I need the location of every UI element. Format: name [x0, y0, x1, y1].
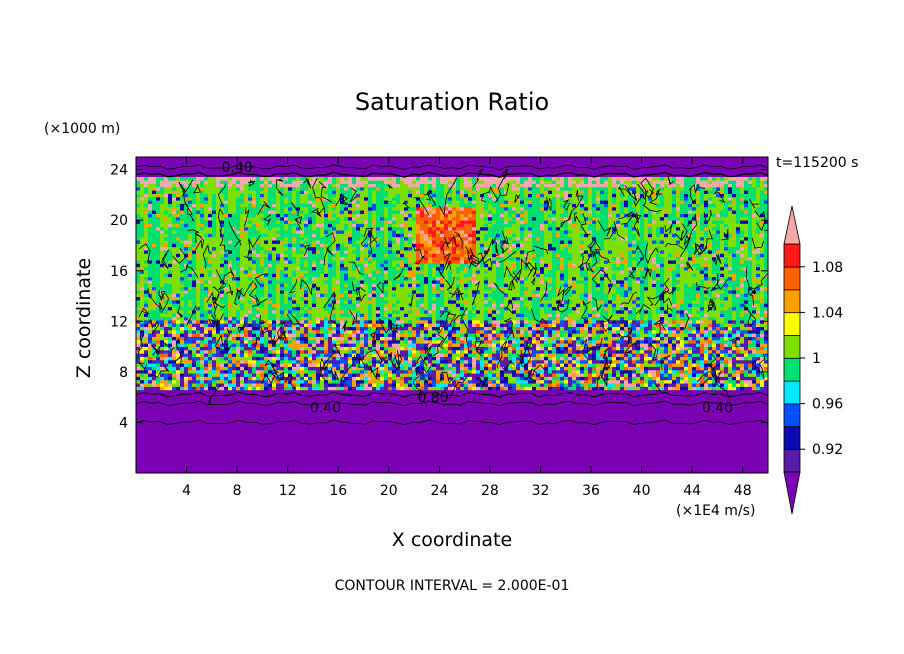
contour-label-1: 0.80: [417, 390, 448, 406]
x-axis-label: X coordinate: [391, 529, 513, 551]
contour-line: [136, 419, 768, 426]
x-tick-label: 16: [329, 483, 347, 499]
contour-field: [136, 157, 768, 473]
colorbar-tick-label: 0.92: [812, 442, 843, 458]
y-tick-label: 8: [119, 365, 128, 381]
colorbar-tick-label: 0.96: [812, 397, 843, 413]
colorbar-tick-label: 1.08: [812, 260, 843, 276]
contour-label-2: 0.40: [310, 400, 341, 416]
contour-label-3: 0.40: [702, 400, 733, 416]
x-tick-label: 40: [633, 483, 651, 499]
x-tick-label: 48: [734, 483, 752, 499]
colorbar-tick-label: 1.04: [812, 305, 843, 321]
y-tick-label: 4: [119, 415, 128, 431]
colorbar-swatch: [783, 380, 801, 405]
colorbar-under-triangle: [783, 471, 801, 515]
x-tick-label: 12: [279, 483, 297, 499]
x-tick-label: 20: [380, 483, 398, 499]
colorbar-swatch: [783, 289, 801, 314]
contour-labels: 0.40 0.80 0.40 0.40: [222, 160, 733, 416]
contour-line: [136, 400, 768, 407]
x-tick-label: 24: [430, 483, 448, 499]
colorbar: 0.92 0.96 1 1.04 1.08: [783, 205, 843, 515]
colorbar-swatch: [783, 357, 801, 382]
contour-line: [136, 391, 768, 398]
y-axis-unit: (×1000 m): [44, 121, 121, 137]
colorbar-swatch: [783, 403, 801, 428]
y-tick-label: 24: [110, 163, 128, 179]
time-label: t=115200 s: [776, 155, 859, 171]
y-axis-ticks: 4 8 12 16 20 24: [110, 163, 768, 431]
colorbar-swatch: [783, 448, 801, 473]
colorbar-over-triangle: [783, 205, 801, 245]
colorbar-swatch: [783, 311, 801, 336]
contour-line: [136, 164, 768, 171]
colorbar-swatch: [783, 243, 801, 268]
y-tick-label: 12: [110, 314, 128, 330]
x-axis-unit: (×1E4 m/s): [676, 503, 756, 519]
y-tick-label: 20: [110, 213, 128, 229]
plot-frame: [135, 156, 769, 474]
colorbar-swatch: [783, 425, 801, 450]
contour-interval-note: CONTOUR INTERVAL = 2.000E-01: [334, 578, 570, 594]
x-tick-label: 32: [532, 483, 550, 499]
x-tick-label: 44: [683, 483, 701, 499]
x-tick-label: 8: [233, 483, 242, 499]
x-tick-label: 4: [182, 483, 191, 499]
contour-label-0: 0.40: [222, 160, 253, 176]
colorbar-swatch: [783, 266, 801, 291]
colorbar-tick-label: 1: [812, 351, 821, 367]
colorbar-swatch: [783, 334, 801, 359]
contour-line: [136, 171, 768, 178]
x-axis-ticks: 4 8 12 16 20 24 28 32 36 40 44 48: [182, 157, 752, 499]
y-tick-label: 16: [110, 264, 128, 280]
x-tick-label: 28: [481, 483, 499, 499]
x-tick-label: 36: [582, 483, 600, 499]
chart-title: Saturation Ratio: [354, 88, 550, 116]
